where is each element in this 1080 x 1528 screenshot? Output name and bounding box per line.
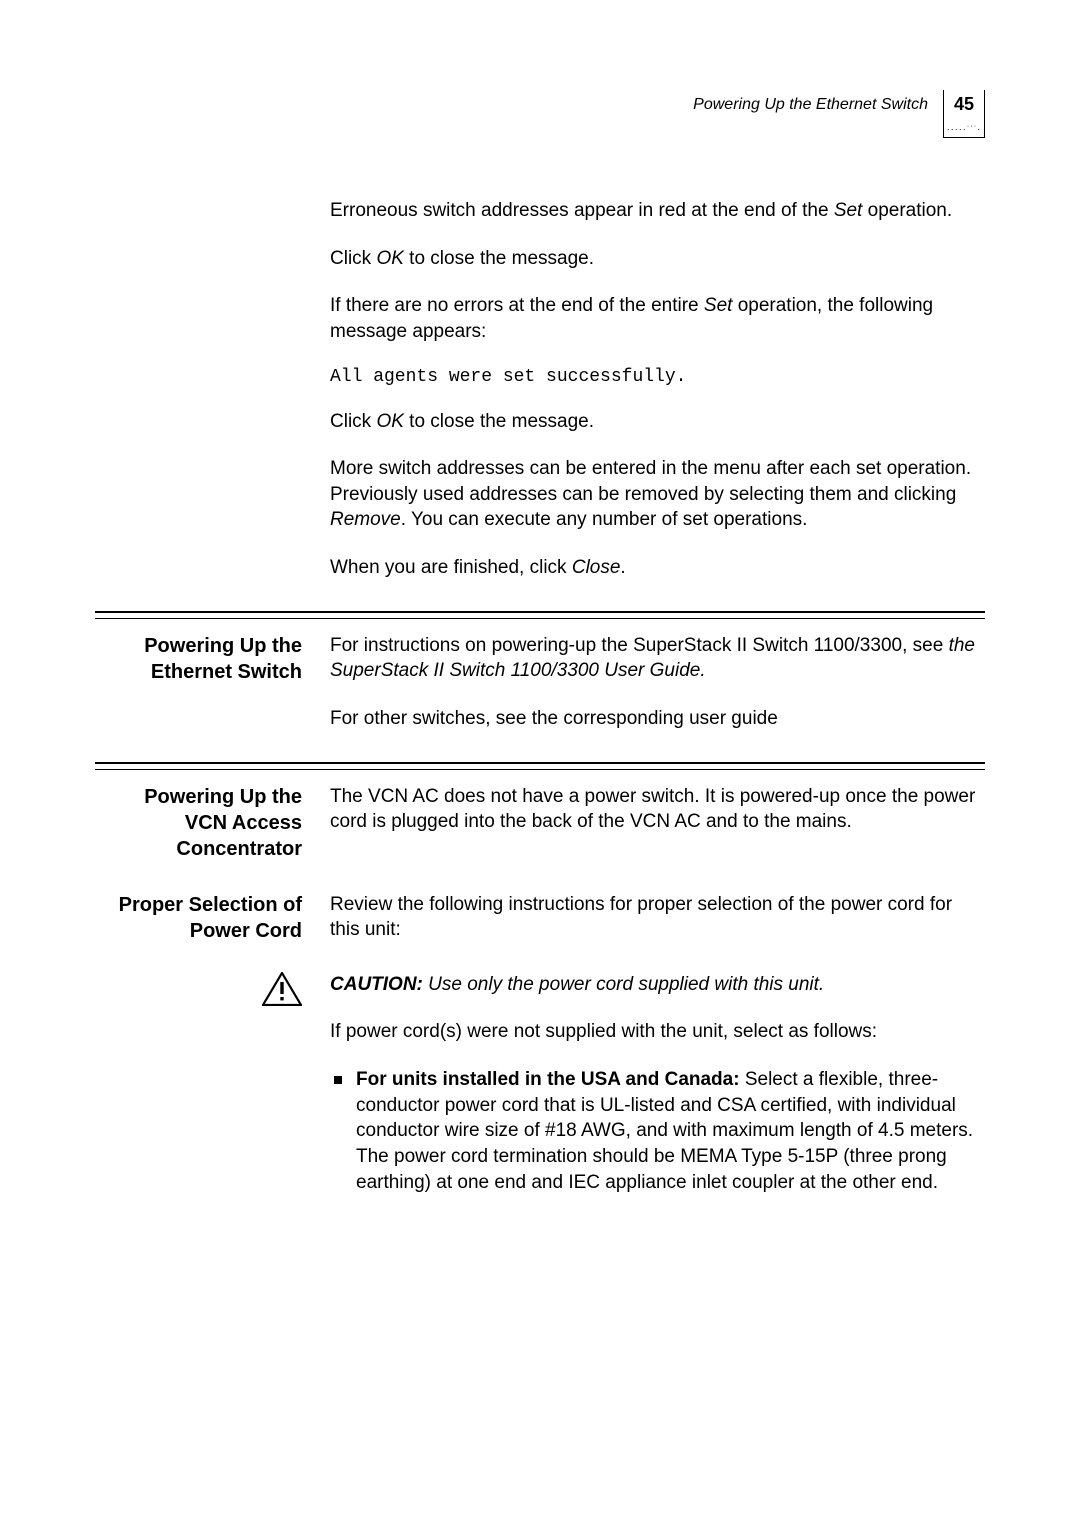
sec2-row: Powering Up the VCN Access Concentrator … bbox=[95, 784, 985, 862]
sec1-p1: For instructions on powering-up the Supe… bbox=[330, 633, 985, 684]
sec3-heading: Proper Selection of Power Cord bbox=[95, 892, 302, 944]
sec1-heading: Powering Up the Ethernet Switch bbox=[95, 633, 302, 685]
sec3-bullet-text: For units installed in the USA and Canad… bbox=[356, 1067, 985, 1195]
sec2-heading: Powering Up the VCN Access Concentrator bbox=[95, 784, 302, 862]
sec3-caution: CAUTION: Use only the power cord supplie… bbox=[330, 972, 985, 998]
page-header: Powering Up the Ethernet Switch 45 ·····… bbox=[95, 90, 985, 138]
sec1-p2: For other switches, see the correspondin… bbox=[330, 706, 985, 732]
intro-p3: If there are no errors at the end of the… bbox=[330, 293, 985, 344]
bullet-icon bbox=[334, 1076, 342, 1084]
intro-row-1: Erroneous switch addresses appear in red… bbox=[95, 198, 985, 581]
intro-p6: When you are finished, click Close. bbox=[330, 555, 985, 581]
intro-p1: Erroneous switch addresses appear in red… bbox=[330, 198, 985, 224]
sec3-p2: If power cord(s) were not supplied with … bbox=[330, 1019, 985, 1045]
sec1-row: Powering Up the Ethernet Switch For inst… bbox=[95, 633, 985, 732]
intro-code: All agents were set successfully. bbox=[330, 367, 985, 387]
caution-icon bbox=[262, 972, 302, 1006]
sec3-row-heading: Proper Selection of Power Cord Review th… bbox=[95, 892, 985, 944]
sec3-bullet: For units installed in the USA and Canad… bbox=[330, 1067, 985, 1195]
running-title: Powering Up the Ethernet Switch bbox=[693, 90, 928, 114]
sec2-p1: The VCN AC does not have a power switch.… bbox=[330, 784, 985, 835]
divider-thin bbox=[95, 769, 985, 770]
decorative-dots: ········· bbox=[944, 121, 984, 134]
sec3-p1: Review the following instructions for pr… bbox=[330, 892, 985, 943]
divider-thin bbox=[95, 618, 985, 619]
page-number: 45 bbox=[954, 94, 974, 114]
intro-p2: Click OK to close the message. bbox=[330, 246, 985, 272]
page-number-box: 45 ········· bbox=[943, 90, 985, 138]
divider-thick bbox=[95, 762, 985, 764]
sec3-row-caution: CAUTION: Use only the power cord supplie… bbox=[95, 972, 985, 1195]
intro-p5: More switch addresses can be entered in … bbox=[330, 456, 985, 533]
divider-thick bbox=[95, 611, 985, 613]
intro-p4: Click OK to close the message. bbox=[330, 409, 985, 435]
